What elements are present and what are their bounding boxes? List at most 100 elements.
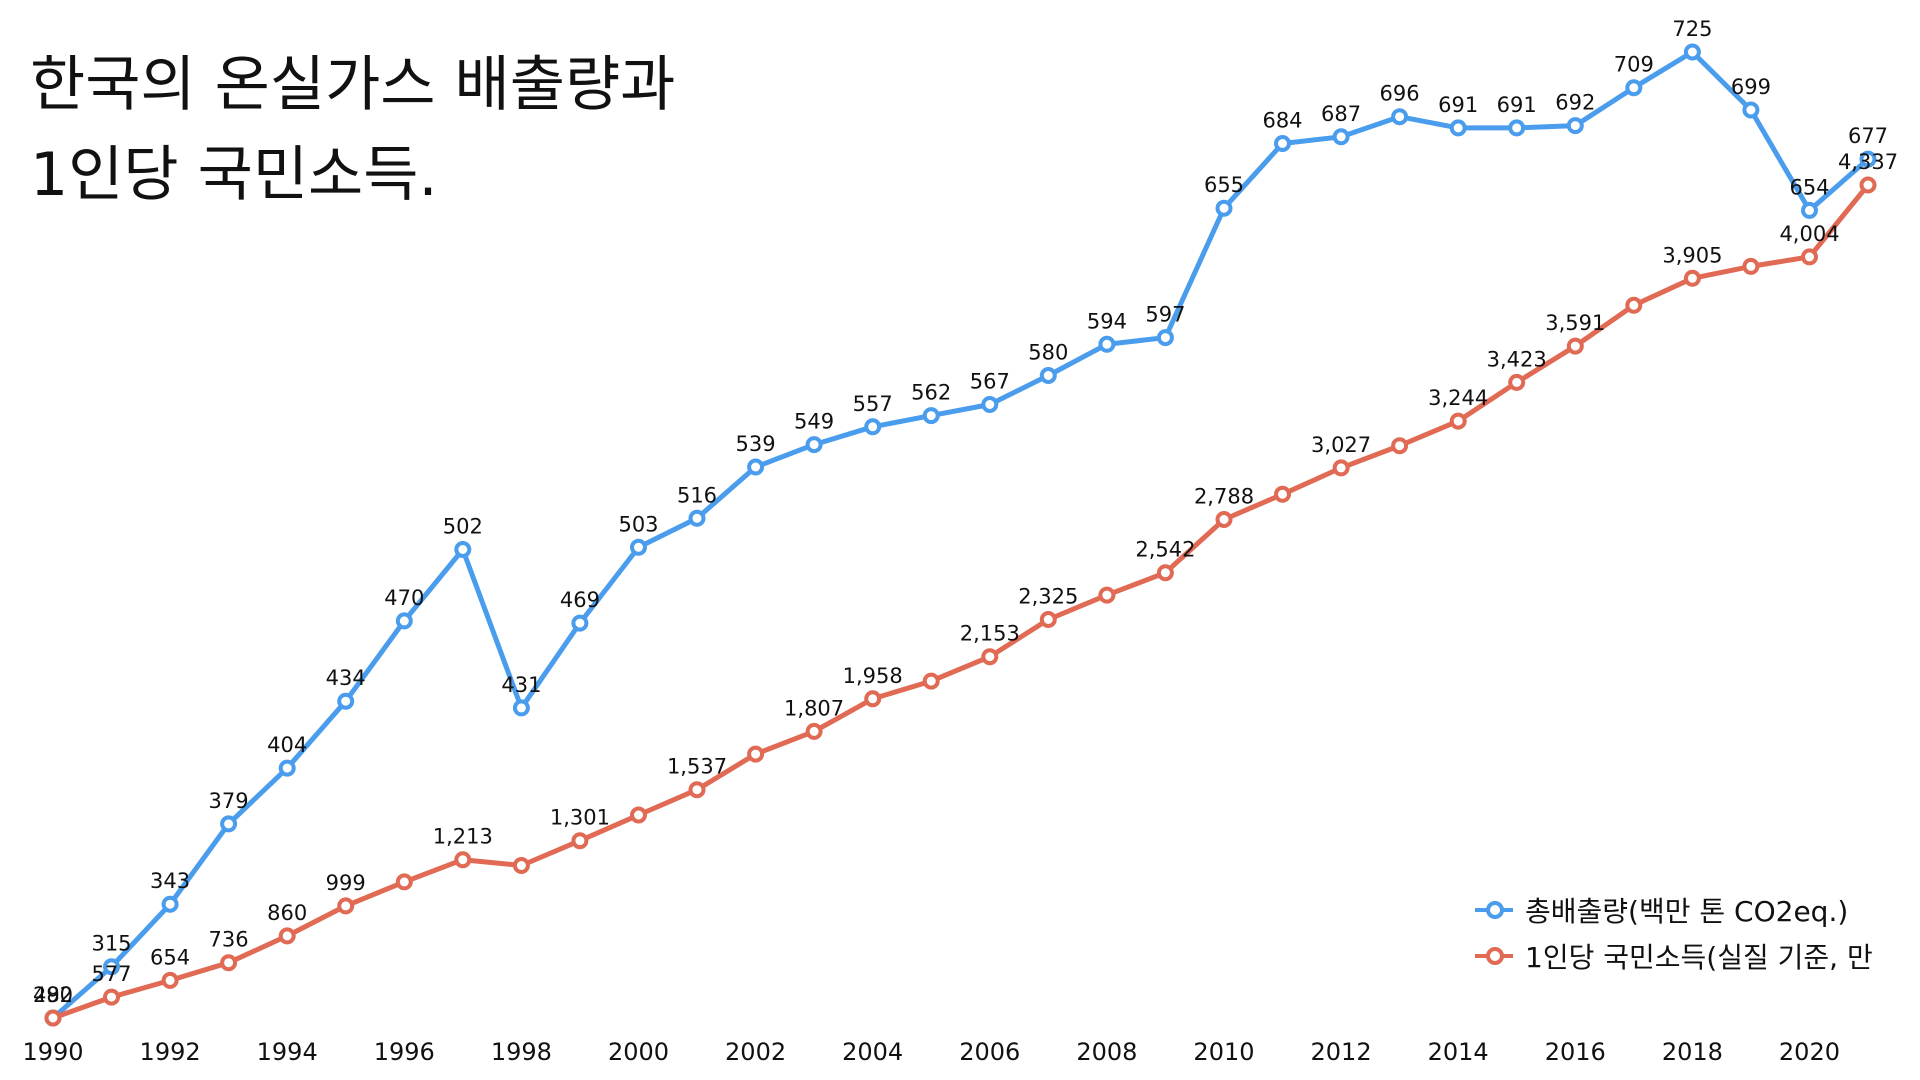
- data-point-emissions-2004[interactable]: [864, 418, 882, 436]
- data-point-income-2021[interactable]: [1859, 176, 1877, 194]
- data-point-income-2018[interactable]: [1683, 269, 1701, 287]
- data-label-income-2007: 2,325: [1018, 585, 1078, 609]
- data-label-income-1990: 480: [33, 983, 73, 1007]
- data-point-income-2017[interactable]: [1625, 296, 1643, 314]
- data-point-income-2007[interactable]: [1039, 611, 1057, 628]
- x-tick-label-2010: 2010: [1193, 1038, 1254, 1066]
- data-point-emissions-2013[interactable]: [1391, 108, 1409, 126]
- data-point-emissions-2008[interactable]: [1098, 335, 1116, 353]
- data-point-emissions-1998[interactable]: [512, 699, 530, 717]
- data-point-emissions-2012[interactable]: [1332, 128, 1350, 146]
- data-point-income-2000[interactable]: [630, 806, 647, 824]
- data-point-income-2002[interactable]: [747, 745, 765, 763]
- data-point-income-1997[interactable]: [454, 851, 472, 869]
- data-label-emissions-2003: 549: [794, 410, 834, 434]
- data-point-emissions-2014[interactable]: [1449, 119, 1467, 137]
- data-point-emissions-1991[interactable]: [103, 958, 120, 976]
- data-point-emissions-2019[interactable]: [1742, 101, 1760, 119]
- data-label-emissions-2002: 539: [736, 432, 776, 456]
- data-label-emissions-2000: 503: [618, 512, 658, 536]
- data-point-income-2004[interactable]: [864, 690, 882, 708]
- data-label-income-2009: 2,542: [1135, 538, 1195, 562]
- data-point-emissions-2005[interactable]: [922, 407, 940, 425]
- data-point-emissions-2020[interactable]: [1801, 201, 1818, 219]
- data-point-income-2011[interactable]: [1274, 485, 1291, 503]
- data-point-income-2001[interactable]: [688, 781, 706, 799]
- data-point-income-2009[interactable]: [1156, 564, 1174, 582]
- data-label-emissions-1997: 502: [443, 515, 483, 539]
- data-point-emissions-2003[interactable]: [805, 436, 823, 454]
- data-point-income-2008[interactable]: [1098, 586, 1116, 604]
- data-point-emissions-2002[interactable]: [747, 458, 765, 476]
- data-point-emissions-2009[interactable]: [1156, 329, 1174, 347]
- data-point-emissions-1994[interactable]: [278, 759, 296, 777]
- data-point-income-1995[interactable]: [337, 897, 355, 915]
- data-point-income-2014[interactable]: [1449, 412, 1467, 430]
- series-income: [44, 176, 1877, 1027]
- legend-label-income: 1인당 국민소득(실질 기준, 만: [1525, 941, 1873, 974]
- data-point-emissions-2001[interactable]: [688, 509, 706, 527]
- data-label-emissions-2008: 594: [1087, 309, 1127, 333]
- x-tick-label-2014: 2014: [1428, 1038, 1489, 1066]
- data-point-emissions-2021[interactable]: [1859, 150, 1877, 168]
- data-point-emissions-2010[interactable]: [1215, 199, 1233, 217]
- x-tick-label-1998: 1998: [491, 1038, 552, 1066]
- data-point-income-1993[interactable]: [220, 954, 238, 972]
- legend-item-emissions[interactable]: 총배출량(백만 톤 CO2eq.): [1475, 887, 1920, 933]
- data-point-income-1996[interactable]: [395, 873, 413, 891]
- data-point-emissions-2017[interactable]: [1625, 79, 1643, 97]
- x-tick-label-2012: 2012: [1311, 1038, 1372, 1066]
- data-label-income-2012: 3,027: [1311, 433, 1371, 457]
- data-point-emissions-1995[interactable]: [337, 692, 355, 710]
- data-point-income-1994[interactable]: [278, 927, 296, 945]
- x-tick-label-1992: 1992: [140, 1038, 201, 1066]
- data-point-income-2015[interactable]: [1508, 373, 1526, 391]
- data-point-emissions-2006[interactable]: [981, 396, 999, 413]
- data-point-emissions-1997[interactable]: [454, 541, 472, 558]
- data-point-emissions-2016[interactable]: [1566, 117, 1584, 135]
- chart-title-line-2: 1인당 국민소득.: [30, 140, 438, 210]
- legend-label-emissions: 총배출량(백만 톤 CO2eq.): [1525, 895, 1849, 928]
- data-label-emissions-2019: 699: [1731, 75, 1771, 99]
- data-point-emissions-1999[interactable]: [571, 614, 589, 632]
- data-point-income-2019[interactable]: [1742, 257, 1760, 275]
- data-label-income-2001: 1,537: [667, 755, 727, 779]
- data-label-emissions-2020: 654: [1789, 175, 1829, 199]
- data-label-income-2010: 2,788: [1194, 485, 1254, 509]
- data-label-emissions-2005: 562: [911, 381, 951, 405]
- data-point-income-2003[interactable]: [805, 722, 823, 740]
- legend-item-income[interactable]: 1인당 국민소득(실질 기준, 만: [1475, 933, 1920, 979]
- data-point-income-1998[interactable]: [512, 857, 530, 874]
- x-tick-label-2020: 2020: [1779, 1038, 1840, 1066]
- legend-marker-income: [1475, 947, 1513, 965]
- data-label-emissions-2001: 516: [677, 483, 717, 507]
- data-point-income-2010[interactable]: [1215, 511, 1233, 528]
- data-label-emissions-1996: 470: [384, 586, 424, 610]
- x-tick-label-2008: 2008: [1076, 1038, 1137, 1066]
- data-label-emissions-2009: 597: [1145, 303, 1185, 327]
- data-point-income-2012[interactable]: [1332, 459, 1350, 477]
- data-point-emissions-2015[interactable]: [1508, 119, 1526, 137]
- data-point-emissions-2011[interactable]: [1274, 135, 1291, 152]
- data-point-emissions-1992[interactable]: [161, 895, 179, 913]
- data-label-income-2016: 3,591: [1545, 311, 1605, 335]
- chart-title: 한국의 온실가스 배출량과 1인당 국민소득.: [30, 40, 675, 220]
- data-point-income-1992[interactable]: [161, 971, 179, 989]
- x-tick-label-2000: 2000: [608, 1038, 669, 1066]
- data-point-emissions-2007[interactable]: [1039, 367, 1057, 384]
- data-point-emissions-2000[interactable]: [630, 538, 647, 556]
- data-point-emissions-1996[interactable]: [395, 612, 413, 630]
- x-axis-tick-labels: 1990 1992 1994 1996 1998 2000 2002 2004 2006 2008…: [22, 1038, 1840, 1066]
- data-point-emissions-2018[interactable]: [1683, 43, 1701, 61]
- data-point-income-2013[interactable]: [1391, 437, 1409, 455]
- data-label-emissions-2006: 567: [970, 370, 1010, 394]
- data-point-income-2005[interactable]: [922, 672, 940, 690]
- data-point-emissions-1993[interactable]: [220, 815, 238, 833]
- data-point-income-1999[interactable]: [571, 832, 589, 850]
- data-point-income-2016[interactable]: [1566, 337, 1584, 355]
- data-label-income-1992: 654: [150, 945, 190, 969]
- data-point-income-1991[interactable]: [103, 988, 120, 1006]
- data-point-income-2006[interactable]: [981, 648, 999, 666]
- data-point-income-1990[interactable]: [44, 1009, 62, 1027]
- data-point-income-2020[interactable]: [1801, 248, 1818, 266]
